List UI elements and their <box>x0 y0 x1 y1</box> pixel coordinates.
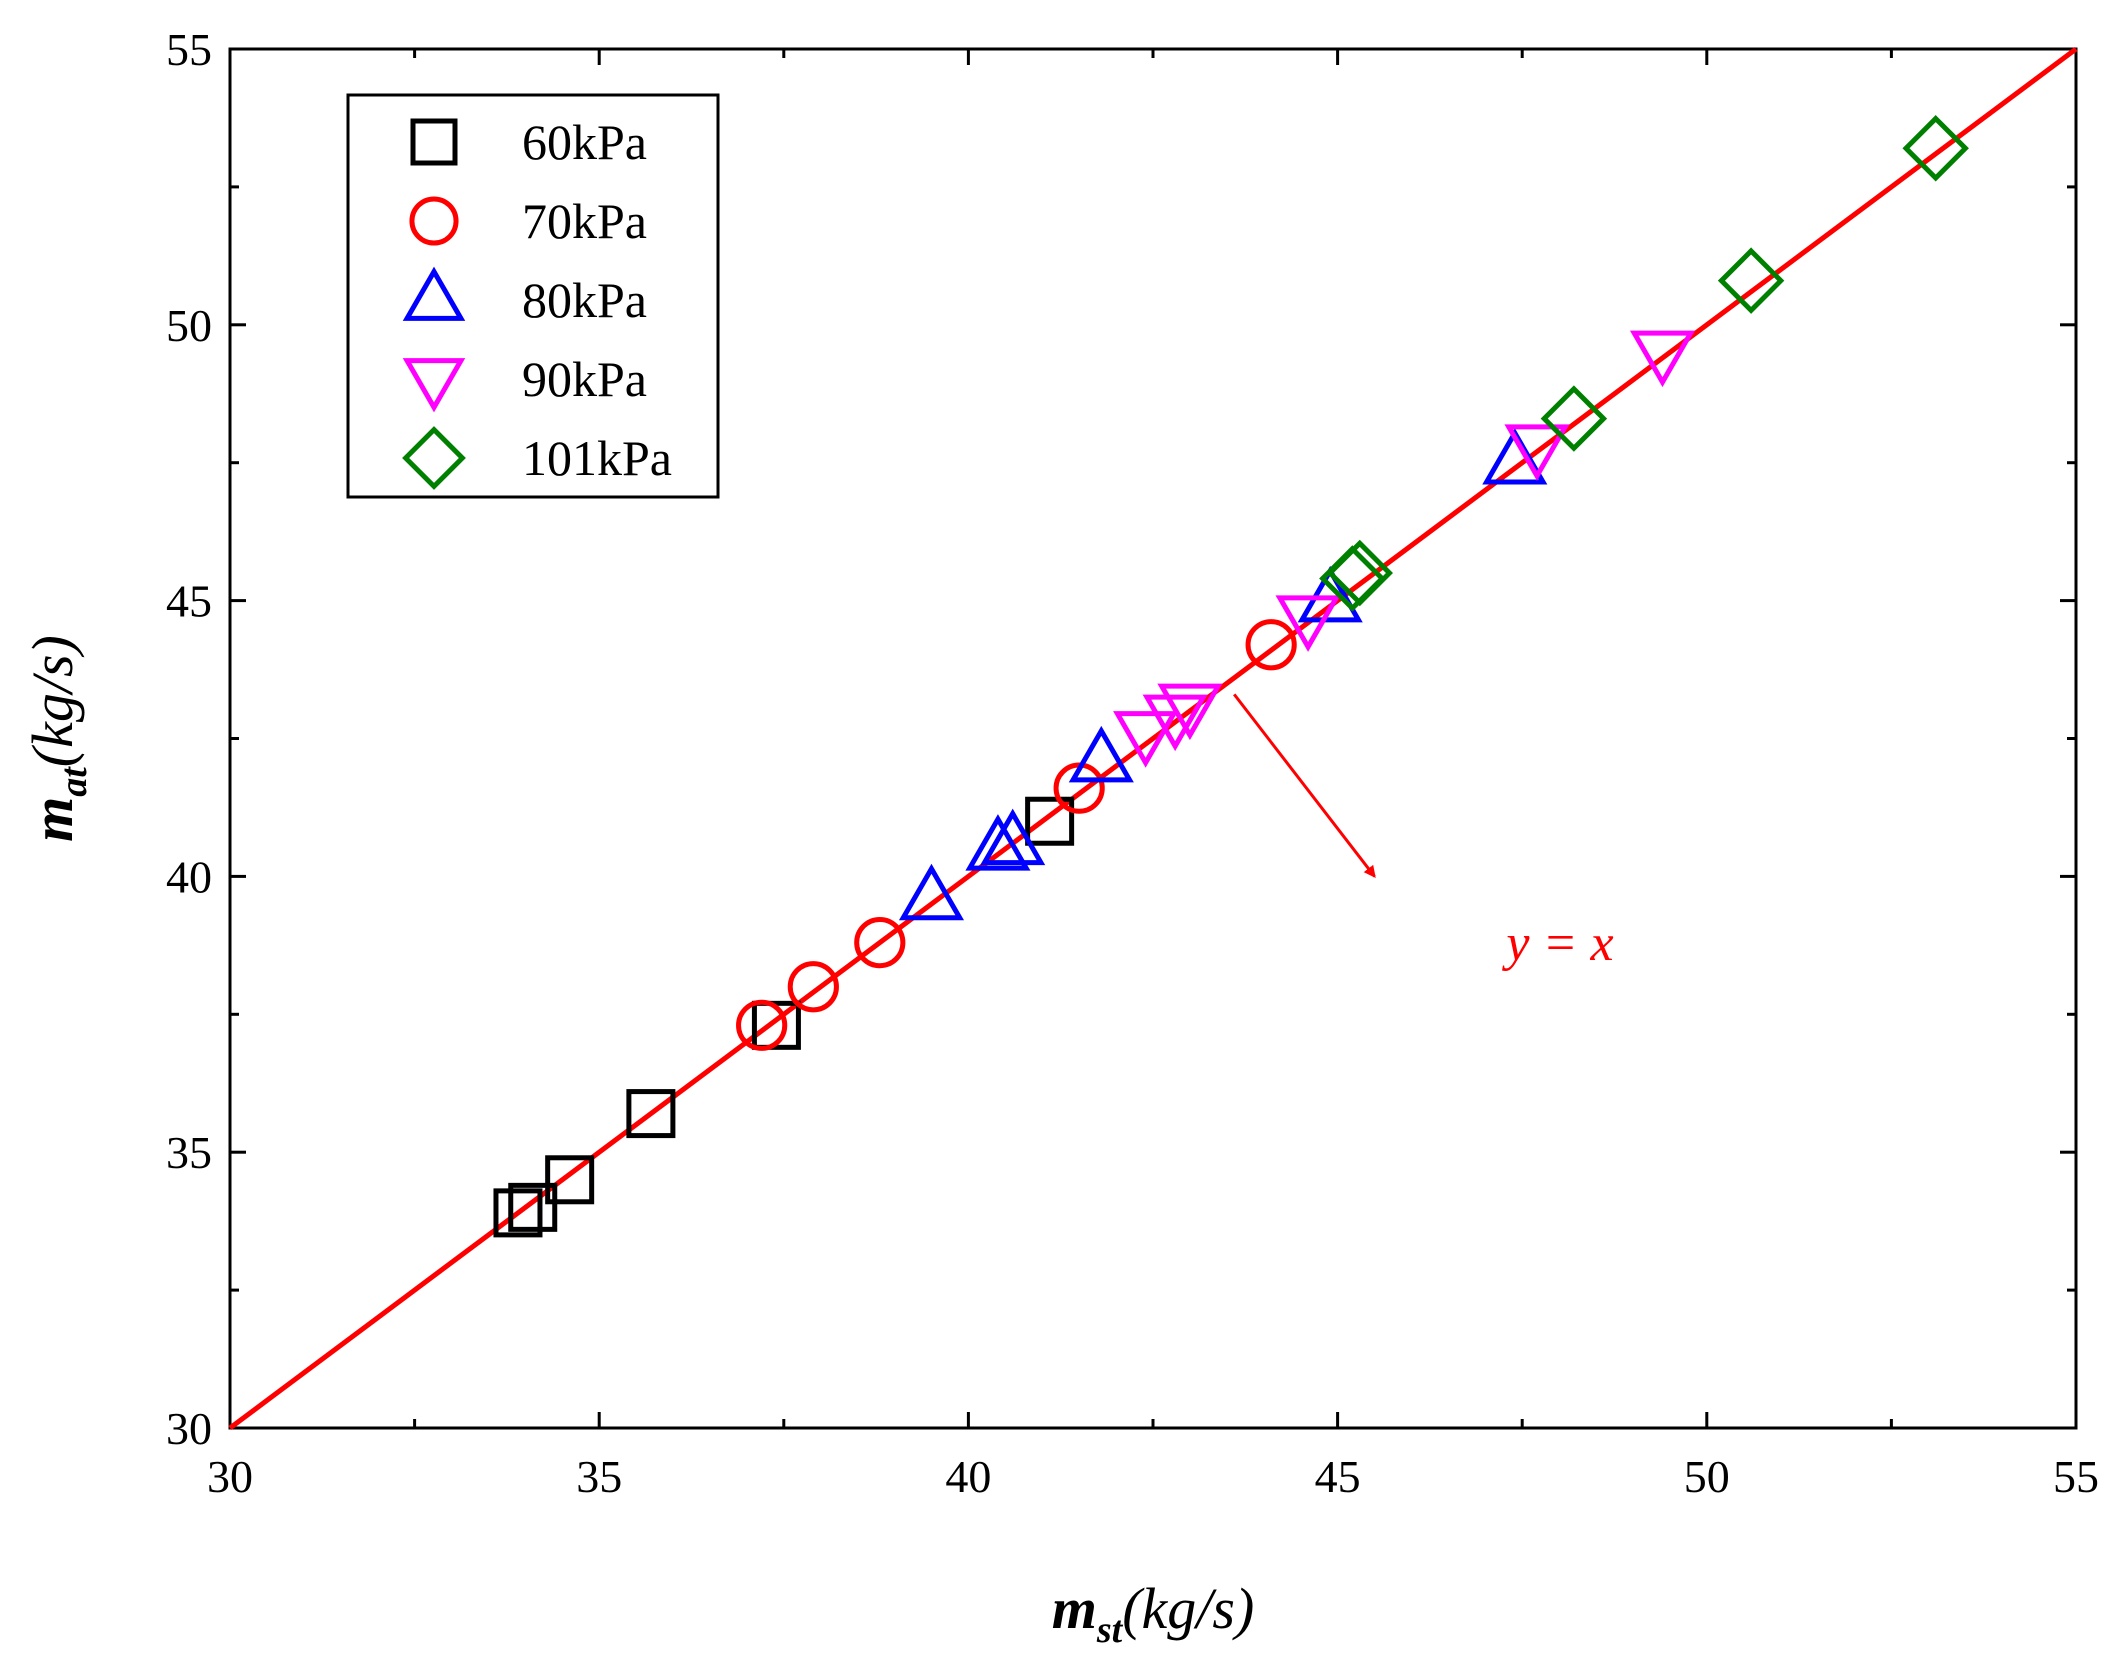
x-axis-title-main: m <box>1052 1576 1097 1641</box>
data-point-70kpa <box>787 961 839 1013</box>
x-axis-title-subscript: st <box>1096 1609 1124 1651</box>
y-tick-label: 50 <box>166 300 212 351</box>
annotation-arrow <box>1233 693 1376 878</box>
y-tick-label: 40 <box>166 851 212 902</box>
data-point-80kpa <box>898 863 965 921</box>
legend-label: 60kPa <box>522 114 647 170</box>
x-axis-title-unit: (kg/s) <box>1122 1576 1254 1641</box>
x-tick-label: 55 <box>2053 1451 2099 1502</box>
y-axis-title-main: m <box>20 797 85 842</box>
x-axis-title: mst(kg/s) <box>1052 1576 1255 1651</box>
data-point-60kpa <box>626 1089 676 1139</box>
y-axis-title-subscript: at <box>53 766 95 797</box>
legend-symbol-101kpa <box>402 426 466 490</box>
data-point-90kpa <box>1113 711 1179 768</box>
legend: 60kPa 70kPa 80kPa 90kPa 101kPa <box>346 93 720 499</box>
data-point-60kpa <box>1025 796 1075 846</box>
x-tick-label: 50 <box>1684 1451 1730 1502</box>
y-axis-title: mat(kg/s) <box>20 635 95 842</box>
legend-symbol-70kpa <box>409 196 459 246</box>
data-point-101kpa <box>1717 247 1785 314</box>
data-point-70kpa <box>854 916 906 969</box>
legend-label: 101kPa <box>522 430 672 486</box>
data-point-90kpa <box>1157 683 1223 741</box>
axes: 30 35 40 45 50 55303540455055mst(kg/s)mat(kg/… <box>20 24 2099 1651</box>
data-point-90kpa <box>1629 330 1696 388</box>
data-point-70kpa <box>1245 619 1297 671</box>
legend-box <box>346 93 720 499</box>
data-point-90kpa <box>1275 595 1341 652</box>
x-tick-label: 40 <box>945 1451 991 1502</box>
annotation-layer: y = x <box>1233 693 1614 972</box>
legend-symbol-60kpa <box>410 118 458 166</box>
data-markers <box>493 115 1969 1238</box>
data-point-80kpa <box>965 814 1031 871</box>
data-point-90kpa <box>1142 694 1208 752</box>
data-point-101kpa <box>1326 539 1393 607</box>
y-tick-label: 30 <box>166 1403 212 1454</box>
data-point-90kpa <box>1504 424 1570 481</box>
data-point-60kpa <box>545 1155 595 1205</box>
y-tick-label: 35 <box>166 1127 212 1178</box>
legend-symbol-90kpa <box>402 358 466 413</box>
y-axis-title-unit: (kg/s) <box>20 635 85 767</box>
y-tick-label: 55 <box>166 24 212 75</box>
y-tick-label: 45 <box>166 576 212 627</box>
legend-label: 70kPa <box>522 193 647 249</box>
data-point-60kpa <box>508 1182 558 1232</box>
annotation-label: y = x <box>1501 915 1613 972</box>
data-point-80kpa <box>1068 725 1134 783</box>
data-point-60kpa <box>493 1188 543 1238</box>
legend-symbol-80kpa <box>402 266 466 321</box>
data-point-60kpa <box>751 1000 801 1050</box>
legend-label: 90kPa <box>522 351 647 407</box>
data-point-70kpa <box>736 999 788 1051</box>
x-tick-label: 45 <box>1315 1451 1361 1502</box>
data-point-101kpa <box>1902 115 1969 182</box>
data-point-101kpa <box>1540 385 1608 452</box>
data-point-80kpa <box>980 808 1046 866</box>
legend-label: 80kPa <box>522 272 647 328</box>
x-tick-label: 30 <box>207 1451 253 1502</box>
x-tick-label: 35 <box>576 1451 622 1502</box>
